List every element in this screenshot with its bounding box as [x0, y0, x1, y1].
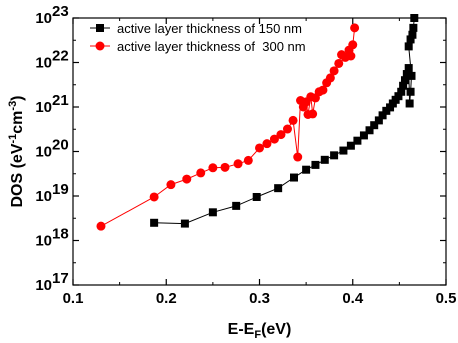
y-tick-label-exponent: 19: [52, 181, 69, 198]
data-point-150nm: [330, 151, 339, 160]
data-point-150nm: [290, 173, 299, 182]
data-point-150nm: [404, 42, 413, 51]
data-point-150nm: [208, 208, 217, 217]
data-point-300nm: [276, 130, 286, 140]
y-axis-title-mid: cm: [9, 111, 26, 134]
data-point-150nm: [252, 192, 261, 201]
data-point-300nm: [96, 221, 106, 231]
data-point-150nm: [406, 87, 415, 96]
x-tick-label: 0.3: [249, 290, 270, 307]
x-tick-label: 0.2: [156, 290, 177, 307]
y-axis-title: DOS (eV-1cm-3): [7, 95, 26, 207]
x-tick-label: 0.4: [342, 290, 364, 307]
data-point-150nm: [274, 184, 283, 193]
x-tick-label: 0.1: [63, 290, 84, 307]
data-point-150nm: [311, 160, 320, 169]
y-tick-label: 10: [35, 233, 52, 250]
data-point-150nm: [374, 116, 383, 125]
data-point-150nm: [402, 70, 411, 79]
data-point-150nm: [397, 87, 406, 96]
x-tick-label: 0.5: [436, 290, 457, 307]
tick-layer: [72, 17, 447, 286]
data-point-150nm: [399, 81, 408, 90]
data-point-300nm: [149, 192, 159, 202]
x-axis-title: E-EF(eV): [228, 321, 292, 341]
data-point-150nm: [394, 92, 403, 101]
y-tick-label-exponent: 20: [52, 137, 69, 154]
y-tick-label: 10: [35, 277, 52, 294]
series-line-300nm: [100, 27, 356, 227]
data-point-150nm: [339, 146, 348, 155]
y-tick-label-exponent: 18: [52, 226, 69, 243]
y-axis-title-main: DOS (eV: [9, 143, 26, 207]
data-point-300nm: [293, 152, 303, 162]
data-point-300nm: [243, 155, 253, 165]
data-point-150nm: [359, 131, 368, 140]
y-tick-label: 10: [35, 55, 52, 72]
data-point-150nm: [370, 121, 379, 130]
y-axis-title-end: ): [9, 95, 26, 100]
series-300nm: [96, 23, 360, 231]
data-point-300nm: [348, 40, 358, 50]
legend-label-150nm: active layer thickness of 150 nm: [117, 21, 302, 36]
data-point-150nm: [302, 165, 311, 174]
legend-label-300nm: active layer thickness of 300 nm: [117, 39, 306, 54]
y-axis-title-sup2: -3: [7, 101, 19, 111]
data-point-300nm: [346, 51, 356, 61]
y-tick-label-exponent: 22: [52, 48, 69, 65]
y-axis-title-sup1: -1: [7, 134, 19, 144]
y-tick-label: 10: [35, 144, 52, 161]
data-point-150nm: [378, 111, 387, 120]
data-point-150nm: [365, 126, 374, 135]
data-point-300nm: [208, 163, 218, 173]
y-tick-label-exponent: 21: [52, 92, 69, 109]
data-point-300nm: [262, 139, 272, 149]
data-point-150nm: [408, 30, 417, 39]
x-axis-title-main: E-E: [228, 321, 255, 338]
data-point-300nm: [269, 134, 279, 144]
y-tick-label: 10: [35, 10, 52, 27]
data-point-300nm: [282, 124, 292, 134]
data-point-150nm: [353, 136, 362, 145]
y-tick-label-exponent: 17: [52, 270, 69, 287]
data-point-300nm: [288, 115, 298, 125]
x-axis-title-sub: F: [254, 329, 261, 341]
data-point-150nm: [407, 71, 416, 80]
data-point-300nm: [166, 180, 176, 190]
data-point-150nm: [320, 155, 329, 164]
y-tick-label: 10: [35, 188, 52, 205]
data-point-150nm: [232, 201, 241, 210]
data-point-150nm: [409, 23, 418, 32]
data-point-300nm: [308, 109, 318, 119]
data-point-150nm: [404, 64, 413, 73]
data-point-300nm: [325, 73, 335, 83]
data-point-300nm: [220, 162, 230, 172]
legend-marker-300nm: [95, 41, 105, 51]
data-point-150nm: [150, 218, 159, 227]
data-point-300nm: [233, 159, 243, 169]
data-point-300nm: [182, 174, 192, 184]
series-layer: [96, 14, 419, 231]
data-point-150nm: [400, 76, 409, 85]
x-axis-title-unit: (eV): [261, 321, 291, 338]
y-tick-label-exponent: 23: [52, 3, 69, 20]
data-point-300nm: [196, 168, 206, 178]
legend: active layer thickness of 150 nm active …: [90, 21, 306, 54]
data-point-300nm: [329, 66, 339, 76]
data-point-150nm: [346, 141, 355, 150]
data-point-300nm: [334, 58, 344, 68]
series-150nm: [150, 14, 419, 228]
data-point-150nm: [405, 99, 414, 108]
data-point-300nm: [255, 143, 264, 153]
data-point-300nm: [350, 23, 360, 33]
data-point-150nm: [180, 219, 189, 228]
data-point-150nm: [406, 35, 415, 44]
data-point-300nm: [318, 85, 328, 95]
legend-marker-150nm: [96, 24, 104, 32]
y-tick-label: 10: [35, 99, 52, 116]
